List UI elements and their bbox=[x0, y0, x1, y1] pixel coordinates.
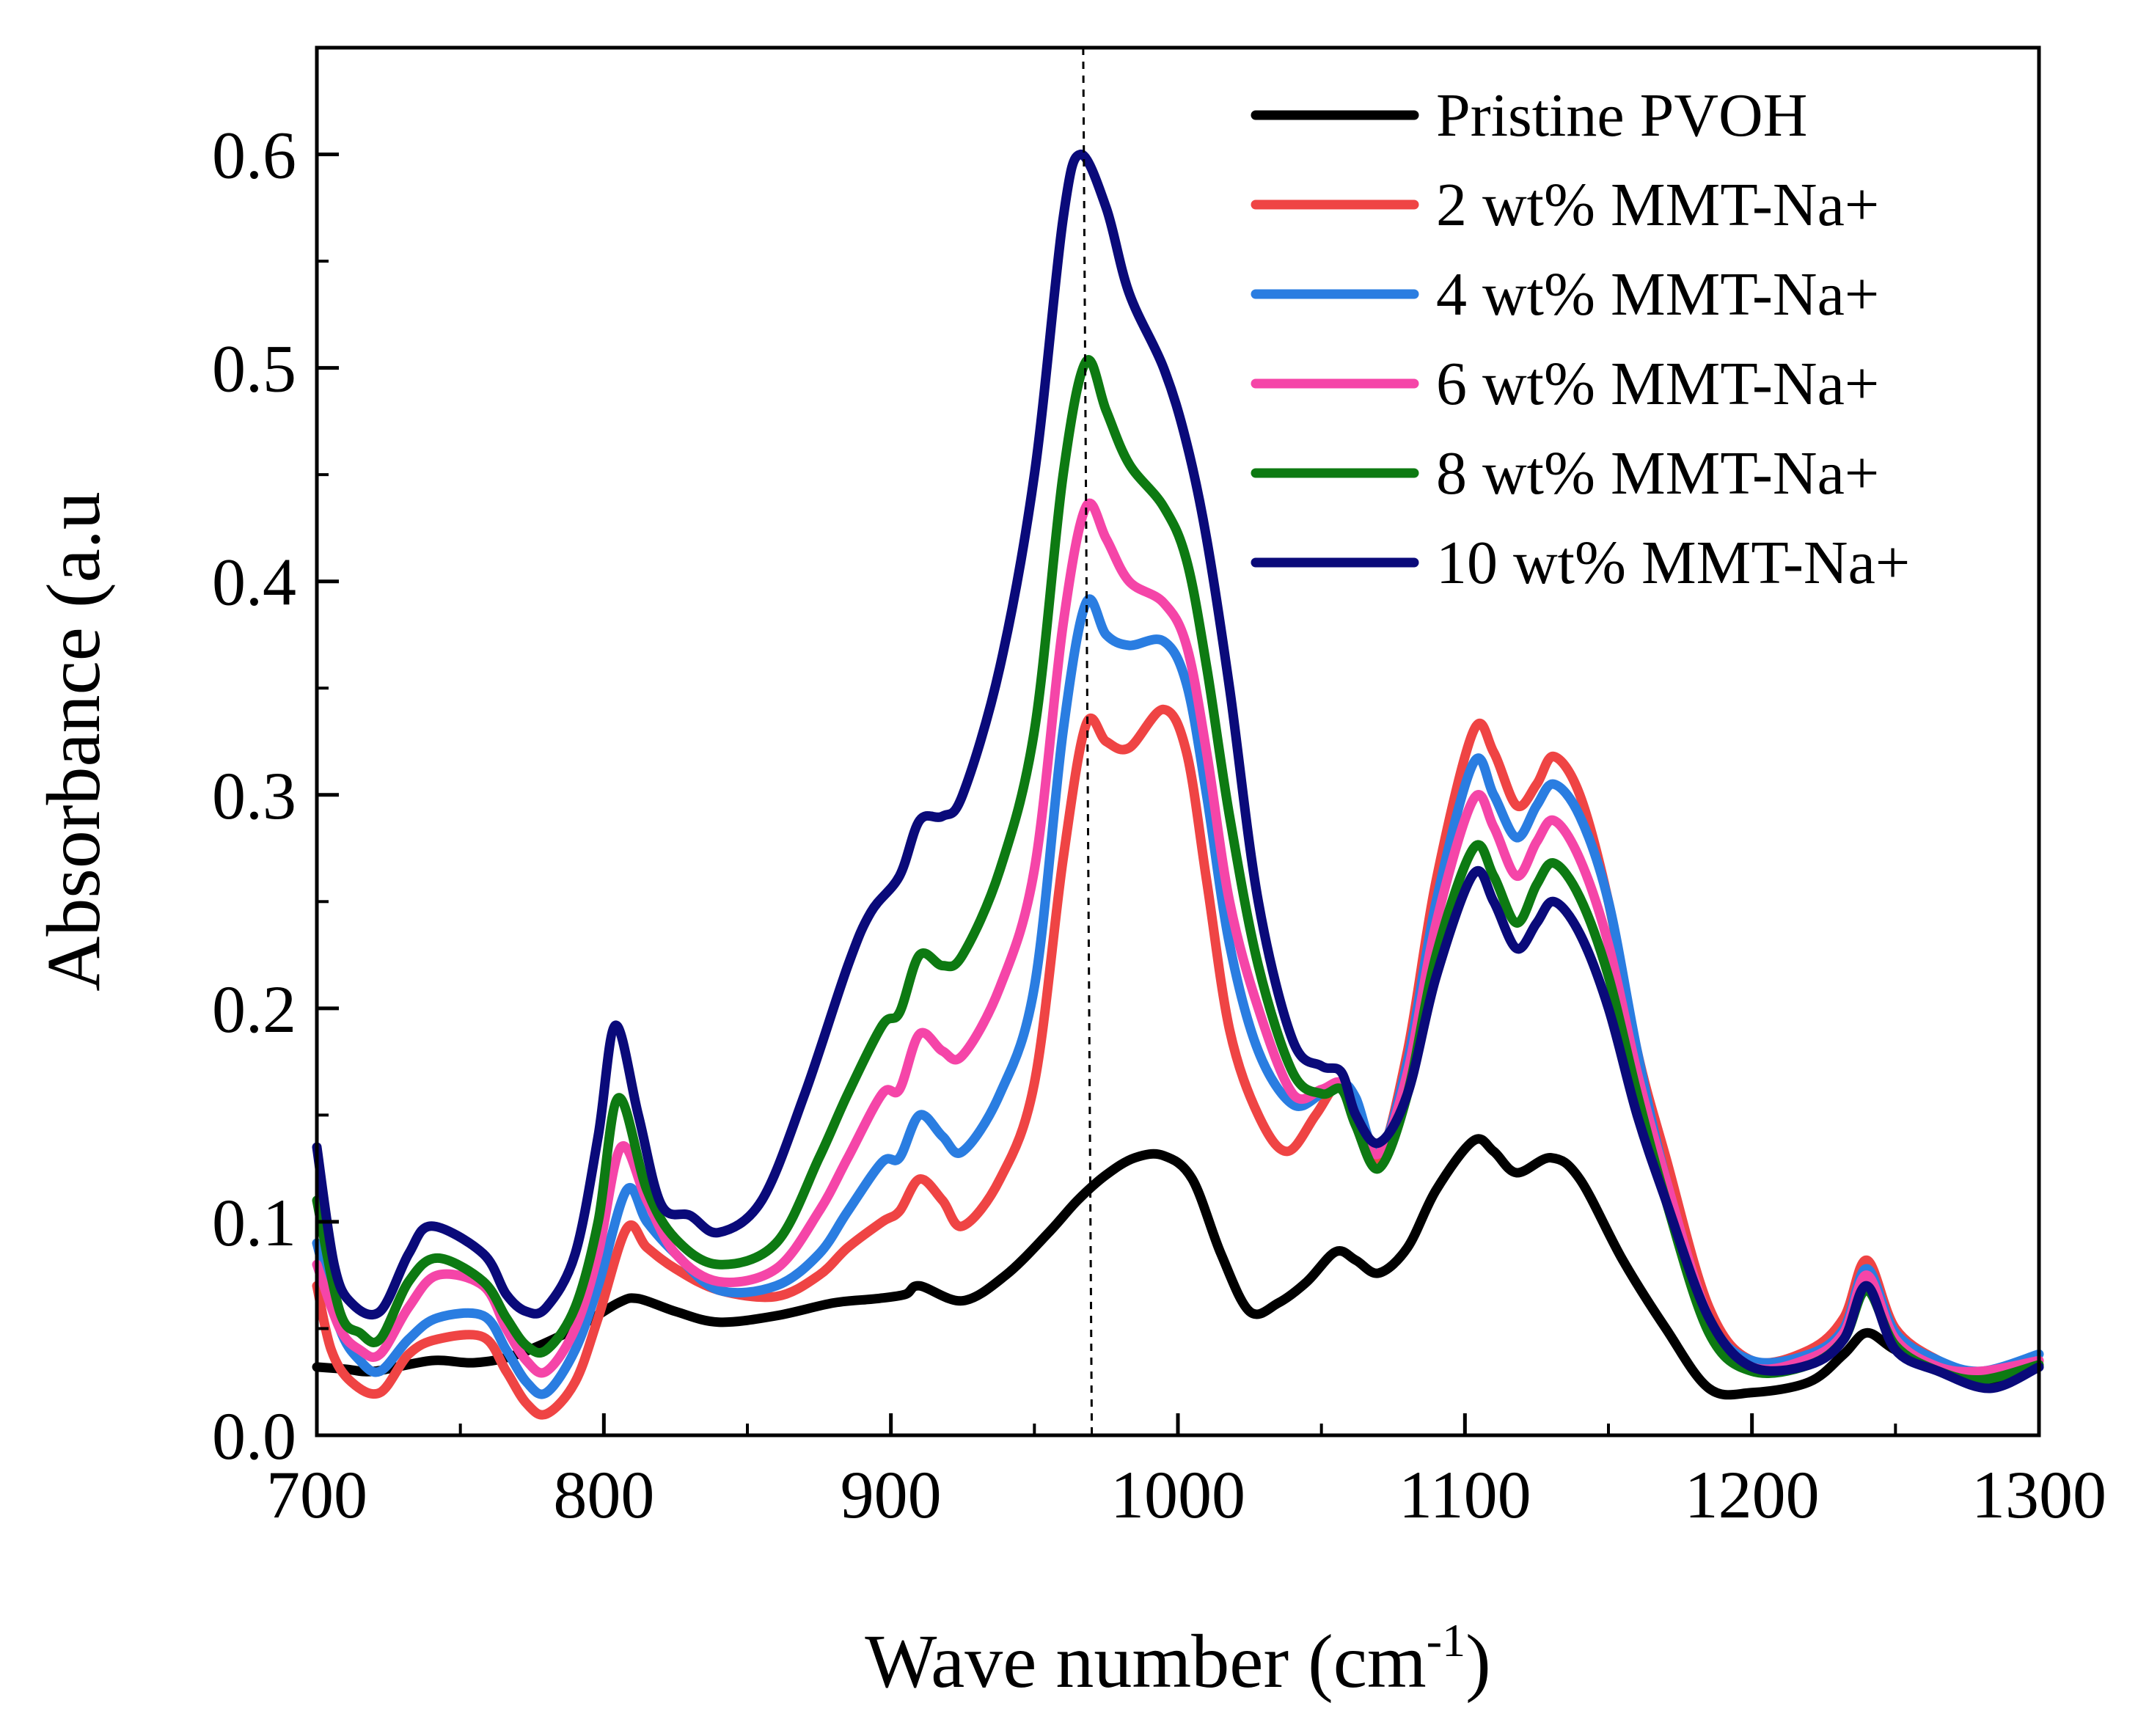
y-tick-label-3: 0.3 bbox=[212, 758, 296, 833]
x-tick-label-0: 700 bbox=[266, 1457, 367, 1532]
x-tick-label-4: 1100 bbox=[1399, 1457, 1531, 1532]
y-tick-label-2: 0.2 bbox=[212, 972, 296, 1047]
y-tick-label-0: 0.0 bbox=[212, 1399, 296, 1473]
x-tick-label-3: 1000 bbox=[1110, 1457, 1245, 1532]
x-axis-title-main: Wave number (cm bbox=[865, 1619, 1427, 1704]
x-tick-label-5: 1200 bbox=[1685, 1457, 1820, 1532]
series-line-5 bbox=[312, 150, 2044, 1393]
legend: Pristine PVOH 2 wt% MMT-Na+ 4 wt% MMT-Na+ 6… bbox=[1251, 81, 1910, 597]
legend-label-4: 8 wt% MMT-Na+ bbox=[1436, 439, 1879, 508]
y-tick-label-1: 0.1 bbox=[212, 1185, 296, 1260]
x-tick-label-6: 1300 bbox=[1972, 1457, 2106, 1532]
series-line-4 bbox=[312, 355, 2044, 1385]
y-axis-title: Absorbance (a.u bbox=[32, 491, 116, 991]
x-tick-labels: 700 800 900 1000 1100 1200 1300 bbox=[266, 1457, 2106, 1532]
legend-label-1: 2 wt% MMT-Na+ bbox=[1436, 171, 1879, 239]
x-axis-title: Wave number (cm-1) bbox=[865, 1614, 1490, 1704]
legend-label-3: 6 wt% MMT-Na+ bbox=[1436, 350, 1879, 418]
x-axis-title-superscript: -1 bbox=[1427, 1614, 1465, 1666]
y-tick-label-4: 0.4 bbox=[212, 545, 296, 620]
y-tick-label-5: 0.5 bbox=[212, 332, 296, 406]
y-tick-labels: 0.0 0.1 0.2 0.3 0.4 0.5 0.6 bbox=[212, 118, 296, 1473]
legend-label-0: Pristine PVOH bbox=[1436, 81, 1807, 150]
tick-layer bbox=[315, 46, 2041, 1437]
x-tick-label-2: 900 bbox=[841, 1457, 942, 1532]
series-line-0 bbox=[312, 1134, 2044, 1400]
y-tick-label-6: 0.6 bbox=[212, 118, 296, 193]
series-line-3 bbox=[312, 498, 2044, 1378]
x-tick-label-1: 800 bbox=[553, 1457, 654, 1532]
legend-label-2: 4 wt% MMT-Na+ bbox=[1436, 260, 1879, 329]
x-axis-title-close: ) bbox=[1465, 1619, 1491, 1704]
legend-label-5: 10 wt% MMT-Na+ bbox=[1436, 529, 1910, 597]
series-layer bbox=[312, 150, 2044, 1420]
